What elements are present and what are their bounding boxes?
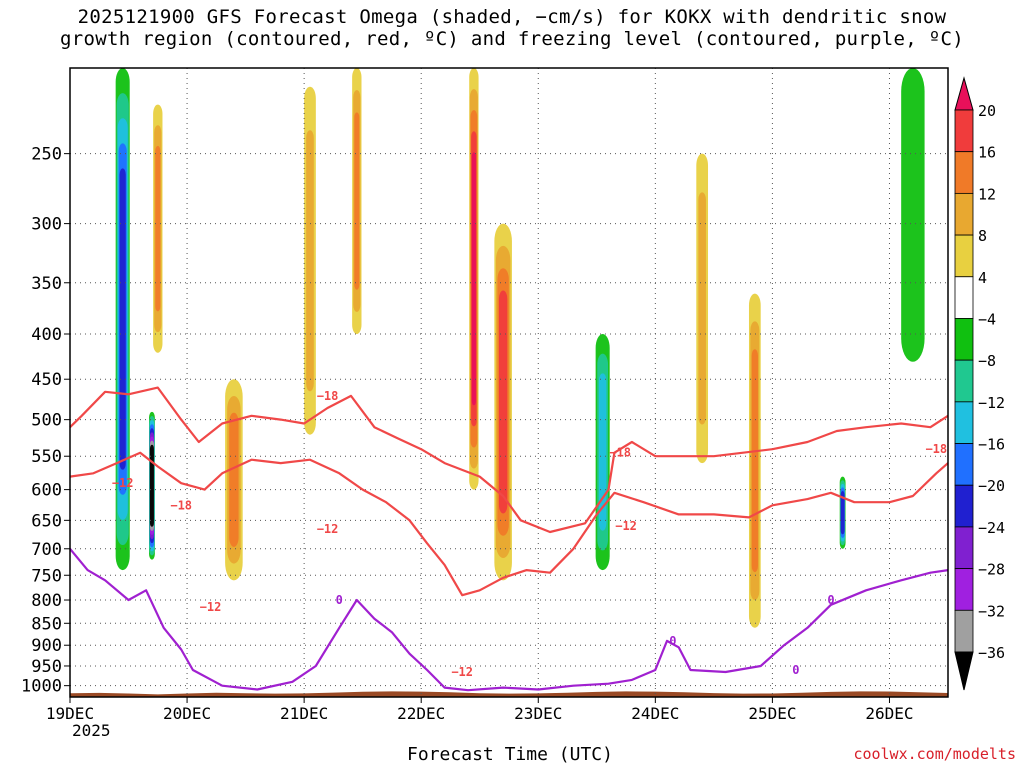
colorbar-label-10: −24 [978,519,1005,537]
colorbar-label-4: 4 [978,269,987,287]
colorbar-segment-1 [954,109,974,153]
colorbar-segment-3 [954,192,974,236]
omega-feature-0-level-4 [119,168,126,470]
y-tick-label-500: 500 [31,411,62,431]
omega-feature-3-level-2 [229,412,239,547]
chart-title-line2: growth region (contoured, red, ºC) and f… [60,28,964,50]
contour-label-freezing_level_0-1: 0 [827,593,834,607]
x-tick-label-20DEC: 20DEC [163,704,211,723]
x-tick-label-24DEC: 24DEC [631,704,679,723]
contour-label-dgz_lower_minus12-4: −12 [200,600,222,614]
omega-feature-6-level-4 [471,152,476,406]
y-tick-label-950: 950 [31,657,62,677]
y-tick-label-1000: 1000 [21,677,62,697]
colorbar-segment-13 [954,609,974,653]
colorbar-label-13: −36 [978,644,1005,662]
colorbar-label-12: −32 [978,602,1005,620]
y-tick-label-350: 350 [31,274,62,294]
contour-freezing_level_0 [69,548,949,692]
chart-title-line1: 2025121900 GFS Forecast Omega (shaded, −… [77,6,947,28]
omega-feature-9-level-1 [698,192,706,425]
y-tick-label-600: 600 [31,481,62,501]
colorbar-label-5: −4 [978,310,996,328]
omega-feature-2-level-2 [155,145,161,312]
omega-feature-5-level-2 [354,112,360,290]
x-axis-title: Forecast Time (UTC) [407,744,613,765]
colorbar-label-8: −16 [978,436,1005,454]
colorbar-segment-9 [954,443,974,486]
colorbar-bottom-triangle [954,651,974,691]
y-tick-label-850: 850 [31,614,62,634]
y-tick-label-550: 550 [31,447,62,467]
contour-label-dgz_lower_minus12-0: −12 [112,476,134,490]
colorbar-label-9: −20 [978,477,1005,495]
colorbar-label-7: −12 [978,394,1005,412]
colorbar-segment-7 [954,359,974,403]
x-tick-label-19DEC: 19DEC [46,704,94,723]
contour-label-dgz_lower_minus12-2: −12 [615,519,637,533]
omega-feature-1-level-8 [149,444,154,527]
omega-feature-11-level-4 [840,491,845,535]
contour-dgz_lower_minus12 [69,451,949,597]
x-tick-label-22DEC: 22DEC [397,704,445,723]
y-tick-label-250: 250 [31,145,62,165]
colorbar-label-0: 20 [978,102,996,120]
contour-label-freezing_level_0-2: 0 [669,634,676,648]
x-tick-label-26DEC: 26DEC [865,704,913,723]
colorbar-label-2: 12 [978,185,996,203]
colorbar-label-11: −28 [978,561,1005,579]
credit-text: coolwx.com/modelts [853,745,1016,763]
x-tick-label-25DEC: 25DEC [748,704,796,723]
omega-feature-12-level-0 [901,68,925,362]
y-tick-label-650: 650 [31,511,62,531]
chart-title: 2025121900 GFS Forecast Omega (shaded, −… [0,6,1024,50]
contour-label-dgz_upper_minus18-3: −18 [170,498,192,512]
colorbar-segment-5 [954,276,974,319]
colorbar-segment-12 [954,568,974,611]
colorbar-segment-2 [954,151,974,194]
colorbar-segment-10 [954,484,974,528]
terrain-ground [70,691,948,697]
omega-feature-7-level-3 [498,290,508,514]
colorbar-segment-4 [954,234,974,278]
y-tick-label-450: 450 [31,370,62,390]
contour-label-freezing_level_0-3: 0 [792,663,799,677]
contour-label-dgz_lower_minus12-1: −12 [317,522,339,536]
colorbar-segment-8 [954,401,974,444]
contour-dgz_upper_minus18 [69,386,949,534]
contour-label-dgz_upper_minus18-1: −18 [609,446,631,460]
omega-feature-4-level-1 [306,130,314,392]
contour-label-dgz_upper_minus18-0: −18 [317,389,339,403]
y-tick-label-400: 400 [31,325,62,345]
colorbar-label-1: 16 [978,144,996,162]
plot-frame [69,67,949,698]
colorbar-segment-11 [954,526,974,570]
colorbar-top-triangle [954,76,974,111]
x-year-label: 2025 [72,721,111,740]
x-tick-label-23DEC: 23DEC [514,704,562,723]
y-tick-label-900: 900 [31,636,62,656]
y-tick-label-750: 750 [31,566,62,586]
omega-feature-10-level-2 [751,349,758,573]
y-tick-label-800: 800 [31,591,62,611]
contour-label-freezing_level_0-0: 0 [336,593,343,607]
contour-label-dgz_upper_minus18-2: −18 [925,442,947,456]
colorbar-label-6: −8 [978,352,996,370]
y-tick-label-300: 300 [31,215,62,235]
omega-feature-8-level-2 [598,373,607,531]
colorbar-label-3: 8 [978,227,987,245]
contour-label-dgz_lower_minus12-3: −12 [451,665,473,679]
y-tick-label-700: 700 [31,540,62,560]
x-tick-label-21DEC: 21DEC [280,704,328,723]
colorbar-segment-6 [954,318,974,361]
